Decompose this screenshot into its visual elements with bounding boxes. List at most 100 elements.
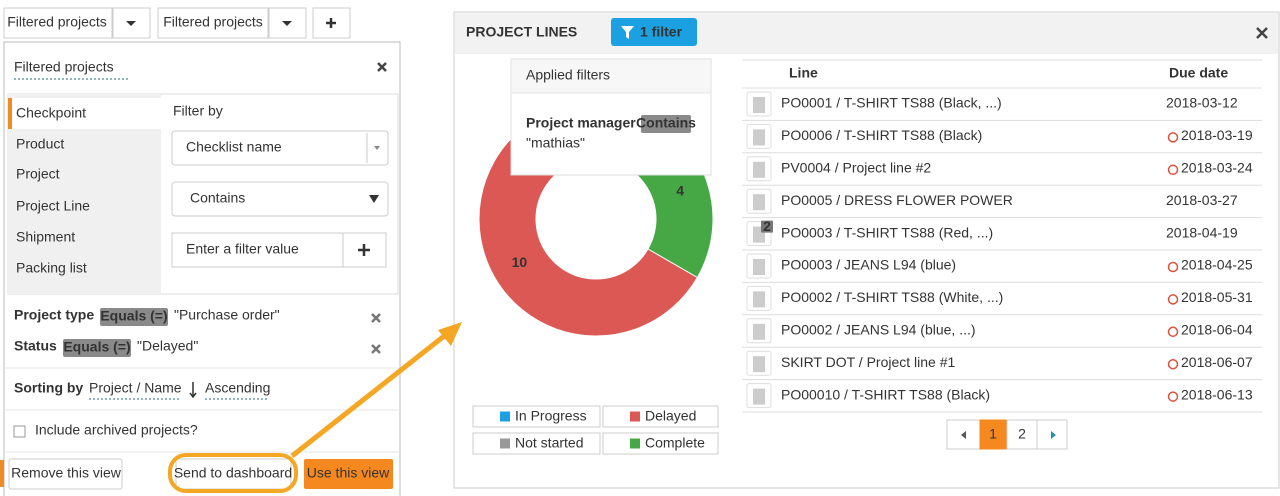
selected-bar xyxy=(8,98,12,129)
line-link[interactable]: PO0003 / JEANS L94 (blue) xyxy=(781,257,956,273)
selected-category xyxy=(8,98,161,129)
line-link[interactable]: PO0006 / T-SHIRT TS88 (Black) xyxy=(781,127,982,143)
legend-item[interactable] xyxy=(602,405,719,428)
close-icon xyxy=(371,344,381,354)
button-label: Use this view xyxy=(307,465,390,481)
due-date: 2018-06-07 xyxy=(1181,354,1253,370)
category[interactable]: Packing list xyxy=(16,260,87,276)
line-link[interactable]: PO0002 / T-SHIRT TS88 (White, ...) xyxy=(781,289,1003,305)
button-label: Send to dashboard xyxy=(174,465,292,481)
legend-label: Complete xyxy=(645,435,705,451)
select-value: Checklist name xyxy=(186,139,282,155)
alarm-icon xyxy=(1167,326,1179,338)
due-date: 2018-03-19 xyxy=(1181,127,1253,143)
filter-field: Status xyxy=(14,338,57,354)
due-date: 2018-03-24 xyxy=(1181,160,1253,176)
select[interactable] xyxy=(171,130,389,166)
line-link[interactable]: PO00010 / T-SHIRT TS88 (Black) xyxy=(781,386,990,402)
close-icon xyxy=(1256,27,1268,39)
highlight-ring xyxy=(168,453,298,493)
category[interactable]: Shipment xyxy=(16,229,75,245)
alarm-icon xyxy=(1167,294,1179,305)
widget-title: PROJECT LINES xyxy=(466,24,577,40)
close-icon xyxy=(371,313,381,323)
line-link[interactable]: SKIRT DOT / Project line #1 xyxy=(781,354,956,370)
line-link[interactable]: PV0004 / Project line #2 xyxy=(781,160,931,176)
alarm-icon xyxy=(1167,261,1179,273)
funnel-icon xyxy=(621,26,634,39)
thumbnail-glyph xyxy=(753,97,765,113)
applied-field: Project manager xyxy=(526,115,636,131)
thumbnail-glyph xyxy=(753,161,765,178)
sort-order[interactable]: Ascending xyxy=(205,380,270,396)
legend-item[interactable] xyxy=(602,432,719,455)
alarm-icon xyxy=(1167,164,1179,176)
badge xyxy=(641,115,691,133)
line-link[interactable]: PO0002 / JEANS L94 (blue, ...) xyxy=(781,322,976,338)
callout-arrow xyxy=(290,331,450,458)
thumbnail-glyph xyxy=(753,356,765,373)
sort-icon xyxy=(189,382,197,399)
select[interactable] xyxy=(171,181,389,217)
page-number: 1 xyxy=(989,426,997,442)
panel-title: Filtered projects xyxy=(14,59,114,75)
tab[interactable] xyxy=(157,7,269,39)
badge-text: Contains xyxy=(636,115,696,131)
filter-button[interactable] xyxy=(611,18,697,46)
due-date: 2018-03-12 xyxy=(1166,95,1238,111)
filter-value: "Delayed" xyxy=(137,338,198,354)
category[interactable]: Project xyxy=(16,166,60,182)
popover-header xyxy=(512,60,710,93)
legend-swatch xyxy=(500,411,510,422)
caret xyxy=(374,146,380,150)
sort-label: Sorting by xyxy=(14,380,83,396)
due-date: 2018-06-04 xyxy=(1181,322,1253,338)
alarm-icon xyxy=(1167,132,1179,143)
line-link[interactable]: PO0005 / DRESS FLOWER POWER xyxy=(781,192,1013,208)
placeholder: Enter a filter value xyxy=(186,241,299,257)
filter-field: Project type xyxy=(14,307,94,323)
column-header: Due date xyxy=(1169,65,1228,81)
button-label: Remove this view xyxy=(11,465,122,481)
filter-value: "Purchase order" xyxy=(174,307,280,323)
category[interactable]: Product xyxy=(16,136,64,152)
due-date: 2018-06-13 xyxy=(1181,386,1253,402)
legend-label: Delayed xyxy=(645,408,696,424)
sort-field[interactable]: Project / Name xyxy=(89,380,182,396)
button-primary[interactable] xyxy=(304,459,393,489)
line-link[interactable]: PO0003 / T-SHIRT TS88 (Red, ...) xyxy=(781,224,993,240)
line-link[interactable]: PO0001 / T-SHIRT TS88 (Black, ...) xyxy=(781,95,1002,111)
button[interactable] xyxy=(8,458,123,490)
category[interactable]: Checkpoint xyxy=(16,105,86,121)
legend-item[interactable] xyxy=(472,405,601,428)
legend-swatch xyxy=(500,438,510,449)
caret-icon xyxy=(282,21,292,26)
due-date: 2018-04-25 xyxy=(1181,257,1253,273)
filter-input[interactable] xyxy=(171,232,344,268)
thumbnail-glyph xyxy=(753,323,765,340)
legend-item[interactable] xyxy=(472,432,601,455)
due-date: 2018-05-31 xyxy=(1181,289,1253,305)
thumbnail-glyph xyxy=(753,194,765,211)
thumbnail-glyph xyxy=(753,259,765,275)
close-icon xyxy=(377,62,387,72)
legend-swatch xyxy=(630,411,640,422)
legend-label: In Progress xyxy=(515,408,587,424)
badge xyxy=(100,308,168,326)
thumbnail-glyph xyxy=(753,129,765,146)
widget-header xyxy=(455,13,1278,54)
tab[interactable] xyxy=(3,7,113,39)
legend-label: Not started xyxy=(515,435,583,451)
prev-icon xyxy=(961,431,966,439)
plus-icon xyxy=(358,244,370,256)
data-label: 10 xyxy=(512,254,528,270)
caret-icon xyxy=(126,21,136,26)
label: Filter by xyxy=(173,103,223,119)
category[interactable]: Project Line xyxy=(16,198,90,214)
checkbox[interactable] xyxy=(13,425,26,438)
next-icon xyxy=(1051,431,1056,439)
data-label: 4 xyxy=(676,182,684,198)
select-value: Contains xyxy=(190,190,245,206)
badge-text: Equals (=) xyxy=(100,308,167,324)
